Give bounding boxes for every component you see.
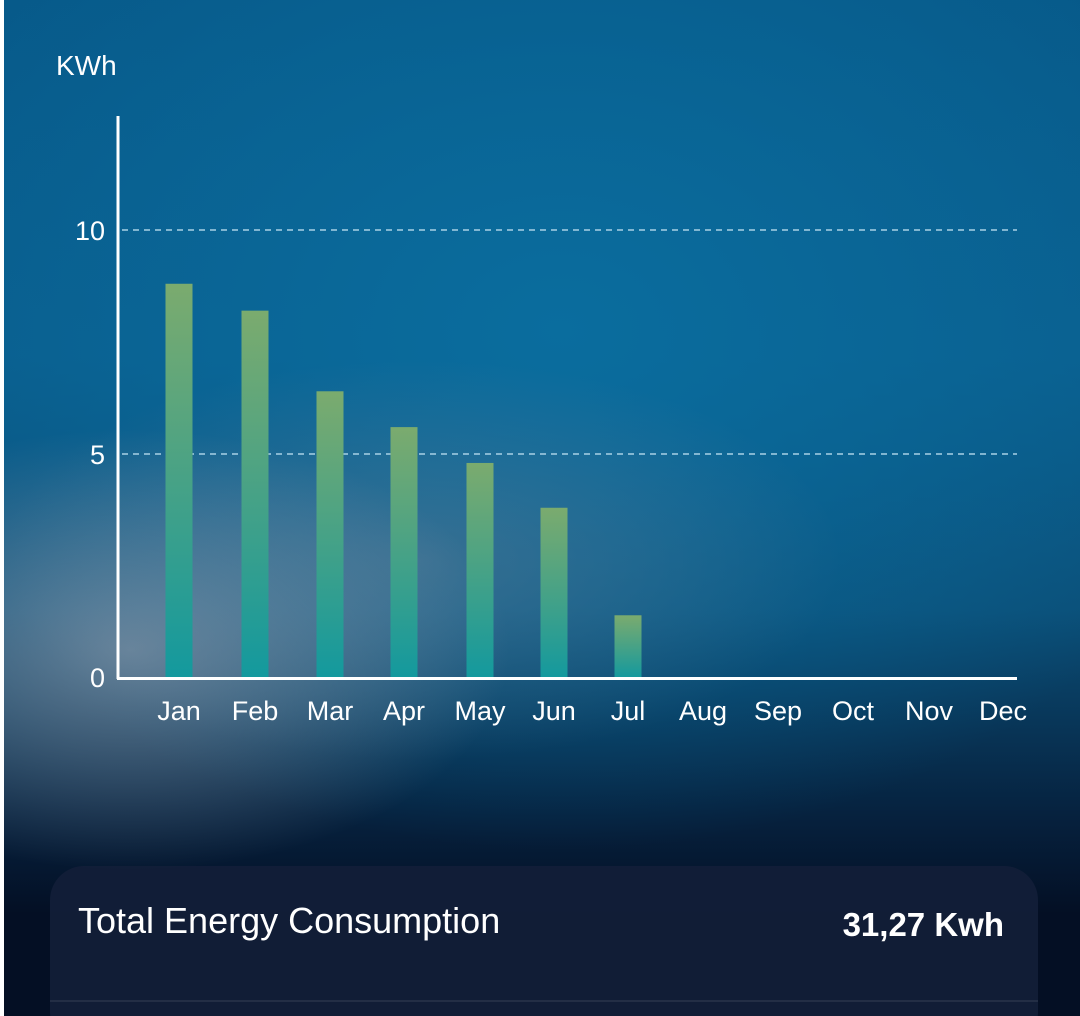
x-tick-label-jul: Jul — [611, 696, 646, 726]
total-consumption-card: Total Energy Consumption 31,27 Kwh — [50, 866, 1038, 1016]
bar-may — [466, 462, 494, 678]
bar-jun — [540, 507, 568, 678]
x-tick-label-apr: Apr — [383, 696, 425, 726]
x-tick-label-mar: Mar — [307, 696, 354, 726]
x-tick-label-feb: Feb — [232, 696, 279, 726]
y-tick-label: 0 — [90, 663, 105, 693]
bar-jan — [165, 283, 193, 678]
total-consumption-label: Total Energy Consumption — [78, 900, 501, 941]
bar-feb — [241, 310, 269, 678]
x-tick-label-jan: Jan — [157, 696, 201, 726]
total-consumption-value: 31,27 Kwh — [842, 906, 1004, 943]
y-tick-label: 5 — [90, 440, 105, 470]
x-tick-label-jun: Jun — [532, 696, 576, 726]
x-tick-label-nov: Nov — [905, 696, 954, 726]
x-tick-label-sep: Sep — [754, 696, 802, 726]
bar-mar — [316, 391, 344, 678]
x-tick-label-aug: Aug — [679, 696, 727, 726]
bar-jul — [614, 615, 642, 678]
y-tick-label: 10 — [75, 216, 105, 246]
bar-apr — [390, 427, 418, 678]
y-axis-label: KWh — [56, 50, 117, 81]
monthly-energy-bar-chart: KWh 0 5 10 Jan Feb Mar Apr May Jun Jul Aug Sep Oct N… — [56, 50, 1027, 726]
left-edge — [0, 0, 4, 1016]
x-tick-label-dec: Dec — [979, 696, 1027, 726]
x-tick-label-oct: Oct — [832, 696, 875, 726]
x-tick-label-may: May — [454, 696, 506, 726]
card-divider — [50, 1000, 1038, 1002]
